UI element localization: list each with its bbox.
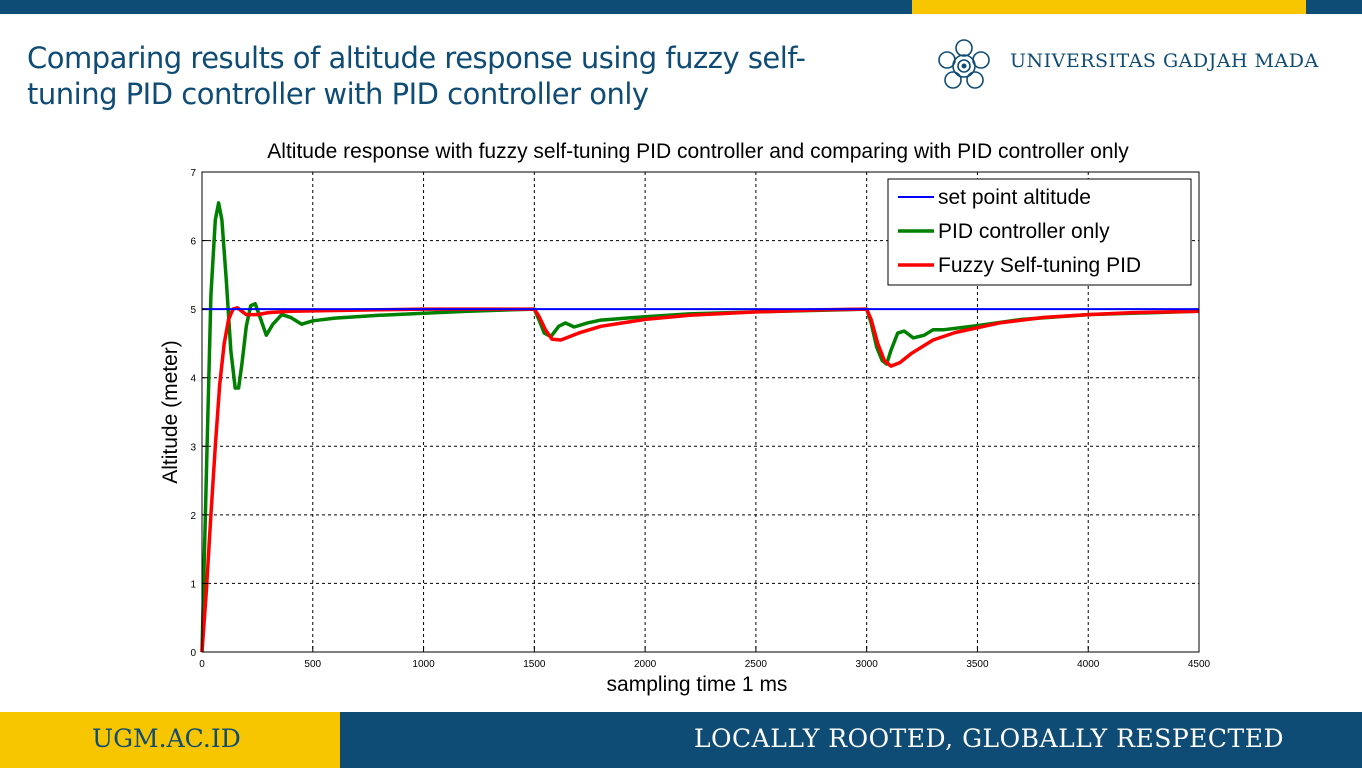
slide-title: Comparing results of altitude response u… — [27, 41, 806, 111]
chart-title: Altitude response with fuzzy self-tuning… — [267, 140, 1129, 163]
y-axis-label: Altitude (meter) — [159, 340, 182, 484]
footer-accent-block — [0, 712, 340, 768]
y-tick-label: 6 — [190, 237, 196, 248]
series-line-3 — [200, 306, 1200, 653]
y-axis-ticks: 0 1 2 3 4 5 6 7 — [190, 168, 208, 659]
x-tick-label: 0 — [199, 659, 205, 670]
x-tick-label: 3500 — [966, 659, 989, 670]
top-color-bar — [0, 0, 1362, 14]
footer-tagline: LOCALLY ROOTED, GLOBALLY RESPECTED — [693, 724, 1284, 753]
legend-entry: set point altitude — [938, 186, 1091, 209]
y-tick-label: 2 — [190, 511, 196, 522]
y-tick-label: 4 — [190, 374, 196, 385]
university-name: UNIVERSITAS GADJAH MADA — [1010, 50, 1319, 72]
footer-bar: UGM.AC.ID LOCALLY ROOTED, GLOBALLY RESPE… — [0, 712, 1362, 768]
top-accent-bar — [912, 0, 1306, 14]
y-tick-label: 5 — [190, 305, 196, 316]
x-axis-label: sampling time 1 ms — [607, 673, 788, 696]
footer-website: UGM.AC.ID — [92, 724, 241, 753]
legend-entry: PID controller only — [938, 220, 1110, 243]
chart-legend: set point altitude PID controller only Fuz… — [887, 178, 1192, 286]
x-tick-label: 4000 — [1077, 659, 1100, 670]
x-tick-label: 4500 — [1188, 659, 1211, 670]
ugm-emblem-icon — [938, 39, 990, 89]
plot-area-frame — [201, 171, 1200, 653]
legend-entry: Fuzzy Self-tuning PID — [938, 254, 1141, 277]
x-tick-label: 3000 — [856, 659, 879, 670]
chart-series-group — [200, 201, 1200, 653]
x-axis-ticks: 0 500 1000 1500 2000 2500 3000 3500 4000 4500 — [199, 646, 1211, 670]
y-tick-label: 7 — [190, 168, 196, 179]
legend-box — [887, 178, 1192, 286]
x-tick-label: 2000 — [634, 659, 657, 670]
x-tick-label: 1500 — [523, 659, 546, 670]
altitude-response-chart: Altitude response with fuzzy self-tuning… — [159, 140, 1211, 696]
y-tick-label: 1 — [190, 579, 196, 590]
y-tick-label: 0 — [190, 648, 196, 659]
x-tick-label: 2500 — [745, 659, 768, 670]
x-tick-label: 500 — [304, 659, 321, 670]
y-tick-label: 3 — [190, 442, 196, 453]
x-tick-label: 1000 — [412, 659, 435, 670]
